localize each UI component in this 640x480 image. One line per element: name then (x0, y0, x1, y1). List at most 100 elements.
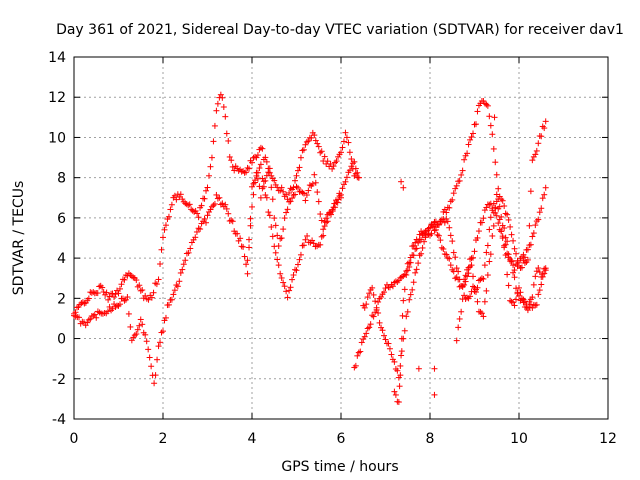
data-point (85, 295, 92, 302)
data-point (539, 270, 546, 277)
data-point (318, 233, 325, 240)
data-point (343, 134, 350, 141)
data-point (379, 327, 386, 334)
data-point (458, 171, 465, 178)
data-point (275, 262, 282, 269)
data-point (278, 274, 285, 281)
data-point (381, 332, 388, 339)
data-point (459, 296, 466, 303)
data-point (157, 261, 164, 268)
data-point (338, 149, 344, 156)
data-point (192, 234, 199, 241)
data-point (134, 283, 141, 290)
data-point (210, 202, 217, 209)
data-point (370, 313, 377, 320)
data-point (143, 338, 150, 345)
data-point (428, 230, 435, 237)
data-point (369, 284, 376, 291)
data-point (355, 349, 362, 356)
data-point (93, 314, 100, 321)
data-point (386, 345, 393, 352)
data-point (412, 246, 419, 253)
data-point (367, 321, 374, 328)
data-point (204, 184, 211, 191)
data-point (219, 200, 226, 207)
data-point (421, 231, 428, 238)
data-point (165, 301, 172, 308)
data-point (182, 257, 189, 264)
data-point (407, 291, 414, 298)
data-point (535, 140, 542, 147)
data-point (289, 195, 296, 202)
data-point (314, 140, 321, 147)
data-point (427, 232, 433, 239)
data-point (511, 267, 518, 274)
data-point (504, 271, 511, 278)
data-point (299, 189, 306, 196)
data-point (165, 213, 172, 220)
data-point (406, 259, 413, 266)
data-point (450, 249, 457, 256)
data-point (535, 216, 542, 223)
data-point (403, 271, 410, 278)
data-point (532, 151, 539, 158)
data-point (444, 218, 451, 225)
data-point (477, 276, 484, 283)
data-point (250, 191, 257, 198)
data-point (280, 226, 287, 233)
data-point (333, 199, 340, 206)
data-point (542, 184, 549, 191)
data-point (396, 383, 403, 390)
data-point (446, 224, 453, 231)
data-point (495, 205, 502, 212)
data-point (321, 153, 328, 160)
data-point (115, 290, 122, 297)
data-point (453, 337, 460, 344)
data-point (287, 198, 294, 205)
data-point (335, 153, 342, 160)
data-point (507, 223, 514, 230)
data-point (234, 230, 241, 237)
data-point (461, 156, 468, 163)
data-point (192, 207, 199, 214)
data-point (220, 104, 227, 111)
data-point (251, 179, 258, 186)
data-point (401, 286, 408, 293)
data-point (401, 327, 408, 334)
y-tick-label: 2 (57, 291, 66, 307)
data-point (435, 232, 442, 239)
data-point (452, 185, 459, 192)
data-point (437, 237, 444, 244)
data-point (415, 260, 422, 267)
data-point (330, 163, 337, 170)
data-point (352, 170, 359, 177)
data-point (249, 159, 255, 166)
data-point (490, 222, 497, 229)
data-point (441, 219, 448, 226)
data-point (376, 319, 383, 326)
data-point (271, 177, 278, 184)
data-point (130, 274, 137, 281)
data-point (385, 340, 392, 347)
data-point (471, 248, 478, 255)
data-point (303, 138, 310, 145)
data-point (495, 220, 502, 227)
data-point (171, 287, 178, 294)
data-point (447, 262, 454, 269)
data-point (145, 296, 152, 303)
data-point (435, 221, 442, 228)
data-point (133, 330, 140, 337)
data-point (246, 165, 253, 172)
data-point (363, 330, 370, 337)
data-point (467, 293, 474, 300)
data-point (501, 202, 508, 209)
data-point (539, 195, 546, 202)
data-point (491, 114, 498, 121)
data-point (366, 290, 373, 297)
data-point (87, 315, 94, 322)
data-point (134, 326, 141, 333)
data-point (381, 289, 388, 296)
data-point (542, 267, 549, 274)
data-point (407, 254, 414, 261)
data-point (297, 154, 304, 161)
